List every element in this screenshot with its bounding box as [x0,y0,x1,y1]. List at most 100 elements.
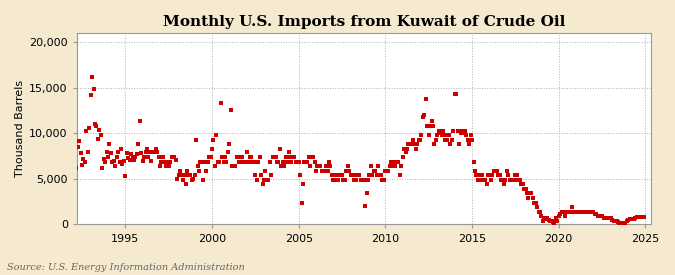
Point [127,156,138,160]
Point [294,159,304,164]
Point [585,210,596,214]
Point [277,159,288,164]
Point [184,173,194,177]
Point [361,191,372,196]
Point [357,178,368,182]
Point [374,173,385,177]
Point [209,164,220,168]
Point [292,159,302,164]
Point [139,155,150,159]
Point [569,210,580,214]
Point [518,187,529,191]
Point [254,155,265,159]
Point [322,169,333,173]
Point [543,218,554,222]
Point [126,152,136,156]
Point [613,219,624,224]
Point [393,159,404,164]
Point [555,212,566,217]
Point [224,142,235,146]
Point [376,173,387,177]
Point [445,142,456,146]
Text: Source: U.S. Energy Information Administration: Source: U.S. Energy Information Administ… [7,263,244,272]
Point [526,191,537,196]
Point [117,162,128,166]
Point [503,173,514,177]
Point [626,217,637,221]
Point [144,150,155,155]
Point [472,178,483,182]
Point [233,155,244,159]
Point [517,182,528,186]
Point [352,173,363,177]
Point [130,155,141,159]
Point [310,169,321,173]
Point [409,142,420,146]
Point [113,150,124,155]
Point [460,128,470,133]
Point [105,151,116,156]
Point [621,219,632,223]
Point [104,142,115,146]
Point [426,119,437,123]
Point [494,173,505,177]
Point [500,178,511,182]
Point [414,138,425,142]
Point [244,155,255,159]
Point [284,150,294,155]
Point [392,159,402,164]
Point [637,215,648,219]
Point [237,155,248,159]
Point [286,159,297,164]
Point [77,163,88,167]
Point [536,214,547,218]
Point [371,173,382,177]
Point [191,138,202,142]
Point [431,138,441,142]
Point [288,155,298,159]
Point [425,124,435,128]
Point [319,169,330,173]
Point [95,133,106,137]
Point [97,166,107,170]
Point [218,159,229,164]
Point [591,212,601,217]
Point [107,160,117,165]
Point [90,122,101,126]
Point [348,178,359,182]
Point [429,142,440,146]
Point [595,214,606,218]
Point [315,164,326,168]
Point [465,133,476,137]
Point [114,159,125,164]
Point [208,138,219,142]
Point [247,159,258,164]
Point [312,164,323,168]
Point [276,164,287,168]
Point [314,164,325,168]
Point [549,221,560,225]
Point [484,173,495,177]
Point [377,178,388,182]
Point [318,169,329,173]
Point [354,173,364,177]
Point [620,221,630,225]
Point [513,178,524,182]
Point [156,159,167,164]
Point [383,169,394,173]
Point [598,216,609,220]
Point [91,124,102,128]
Point [441,133,452,137]
Point [134,119,145,123]
Point [514,178,525,182]
Point [493,173,504,177]
Point [575,210,586,214]
Point [400,150,411,155]
Point [358,178,369,182]
Point [466,138,477,142]
Point [129,158,140,162]
Point [367,173,378,177]
Point [346,173,356,177]
Point [275,147,286,151]
Point [227,164,238,168]
